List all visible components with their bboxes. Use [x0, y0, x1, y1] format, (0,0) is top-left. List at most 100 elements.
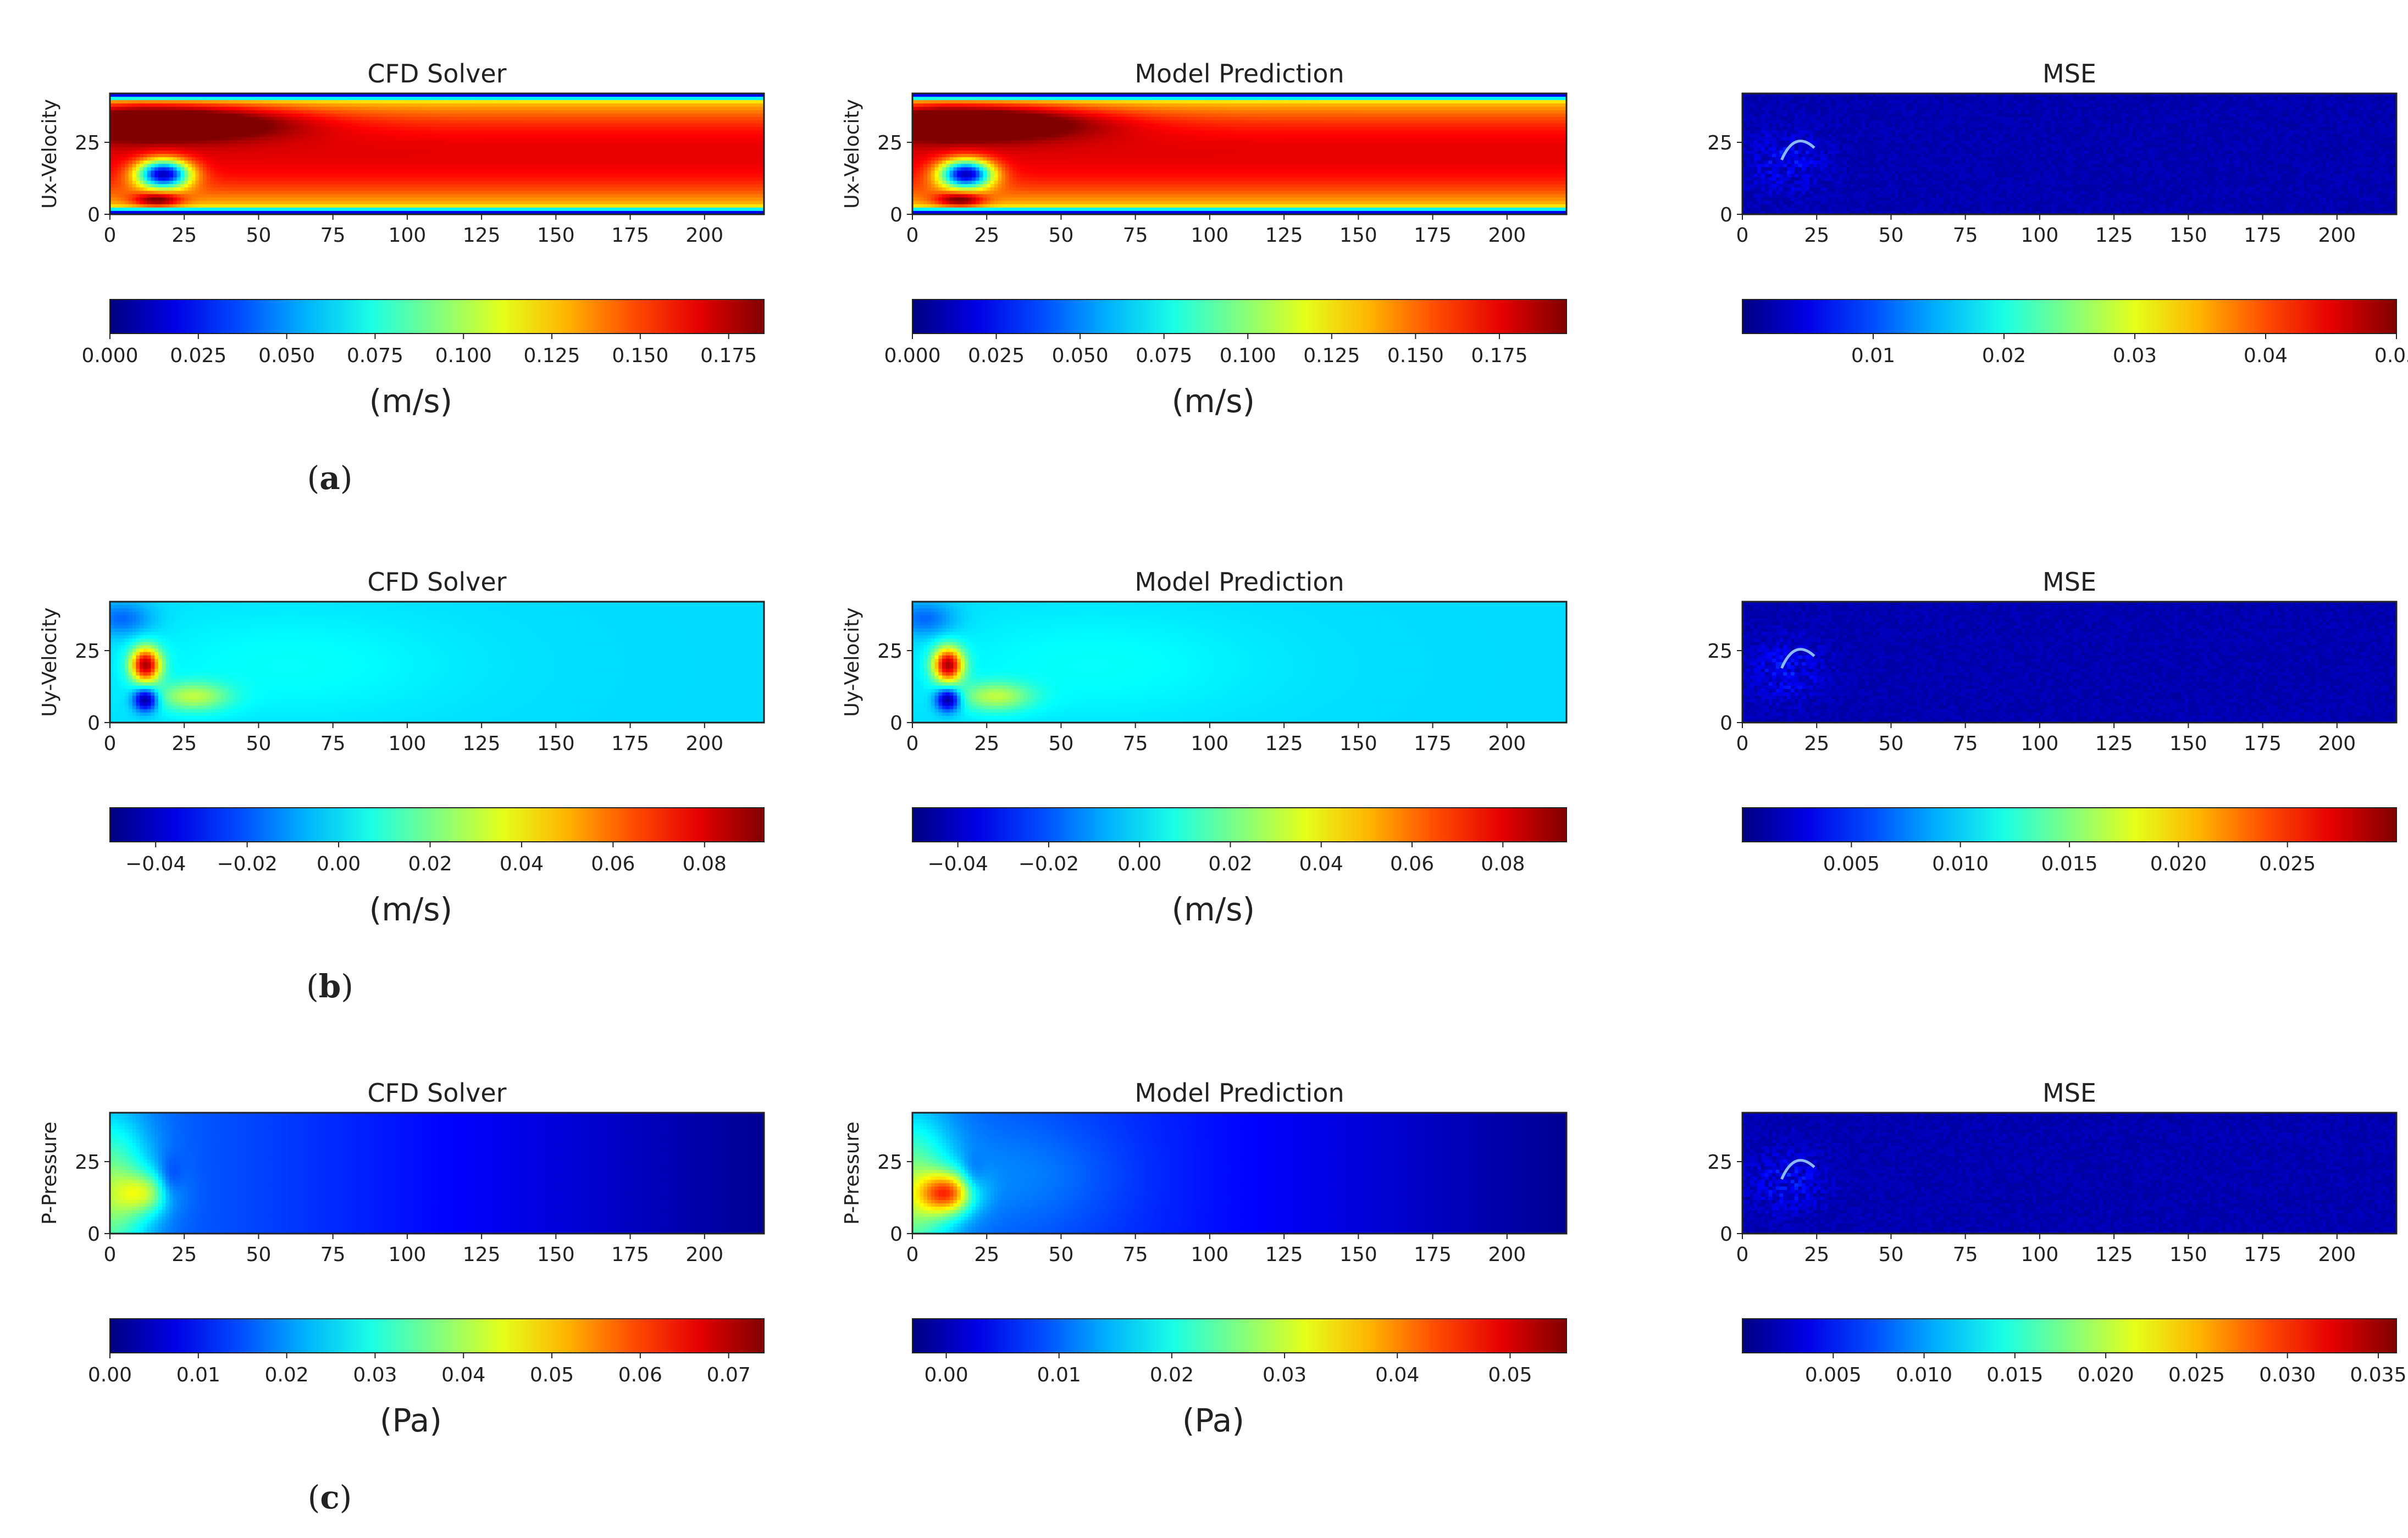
colorbar-tick-label: −0.04 — [927, 853, 988, 875]
colorbar-tick-label: 0.035 — [2350, 1364, 2406, 1386]
colorbar-tick-label: 0.000 — [884, 345, 940, 367]
panel-title: CFD Solver — [367, 59, 506, 88]
x-tick-label: 75 — [1123, 224, 1148, 247]
x-tick-label: 150 — [1339, 732, 1377, 755]
panel-uy-cfd: CFD Solver 0 25 50 75 100 125 150 175 200 0 25 Uy-Ve… — [38, 567, 765, 928]
x-tick-label: 150 — [537, 224, 575, 247]
row-c: CFD Solver 0 25 50 75 100 125 150 175 200 0 25 P-Pre… — [38, 1078, 2406, 1516]
x-tick-label: 150 — [1339, 224, 1377, 247]
y-axis-label: P-Pressure — [38, 1121, 61, 1225]
x-tick-label: 25 — [171, 1243, 197, 1266]
x-tick-label: 175 — [1414, 732, 1452, 755]
heatmap — [1742, 1113, 2397, 1234]
x-tick-label: 125 — [2095, 732, 2133, 755]
colorbar-tick-label: 0.02 — [408, 853, 452, 875]
colorbar-tick-label: 0.00 — [1117, 853, 1161, 875]
colorbar-tick-label: 0.100 — [435, 345, 492, 367]
panel-p-cfd: CFD Solver 0 25 50 75 100 125 150 175 200 0 25 P-Pre… — [38, 1078, 765, 1439]
x-tick-label: 75 — [1123, 1243, 1148, 1266]
colorbar-tick-label: 0.005 — [1823, 853, 1880, 875]
colorbar-tick-label: 0.00 — [88, 1364, 132, 1386]
panel-title: MSE — [2042, 567, 2096, 597]
colorbar-tick-label: 0.025 — [2168, 1364, 2225, 1386]
y-tick-label: 0 — [87, 712, 100, 735]
plot-frame — [911, 92, 1568, 215]
x-tick-label: 150 — [537, 1243, 575, 1266]
colorbar-tick-label: 0.07 — [707, 1364, 751, 1386]
heatmap — [110, 1113, 765, 1234]
y-axis-label: Uy-Velocity — [841, 607, 863, 717]
x-tick-label: 200 — [2318, 1243, 2356, 1266]
x-tick-label: 175 — [611, 224, 649, 247]
x-tick-label: 0 — [104, 224, 117, 247]
x-tick-label: 200 — [1488, 224, 1526, 247]
colorbar-unit: (m/s) — [369, 382, 453, 420]
colorbar-tick-label: 0.04 — [500, 853, 544, 875]
x-tick-label: 100 — [389, 732, 427, 755]
colorbar-tick-label: 0.025 — [968, 345, 1025, 367]
y-axis-label: Ux-Velocity — [841, 99, 863, 209]
x-tick-label: 50 — [1879, 224, 1904, 247]
colorbar-tick-label: 0.175 — [1471, 345, 1527, 367]
x-tick-label: 200 — [685, 224, 723, 247]
colorbar-tick-label: 0.05 — [2374, 345, 2408, 367]
x-tick-label: 175 — [611, 732, 649, 755]
x-tick-label: 100 — [1191, 1243, 1229, 1266]
colorbar-tick-label: 0.03 — [353, 1364, 397, 1386]
ux-2-colorbar — [1742, 299, 2397, 334]
x-tick-label: 50 — [1049, 1243, 1074, 1266]
panel-title: MSE — [2042, 59, 2096, 88]
colorbar-tick-label: 0.075 — [1136, 345, 1192, 367]
colorbar-tick-label: 0.04 — [441, 1364, 485, 1386]
x-tick-label: 0 — [1736, 224, 1749, 247]
y-tick-label: 25 — [877, 1151, 903, 1174]
x-tick-label: 50 — [246, 732, 272, 755]
colorbar-tick-label: 0.020 — [2150, 853, 2207, 875]
x-tick-label: 0 — [906, 732, 919, 755]
heatmap — [1742, 602, 2397, 723]
panel-title: MSE — [2042, 1078, 2096, 1108]
x-tick-label: 150 — [2169, 732, 2207, 755]
colorbar-tick-label: 0.020 — [2078, 1364, 2134, 1386]
colorbar-tick-label: −0.04 — [125, 853, 186, 875]
y-axis-label: P-Pressure — [841, 1121, 863, 1225]
x-tick-label: 150 — [2169, 1243, 2207, 1266]
plot-frame — [1741, 601, 2398, 724]
colorbar-unit: (m/s) — [369, 891, 453, 928]
colorbar-tick-label: 0.125 — [1303, 345, 1360, 367]
colorbar-tick-label: 0.04 — [2244, 345, 2288, 367]
p-0-colorbar — [109, 1318, 765, 1353]
heatmap — [912, 1113, 1567, 1234]
x-tick-label: 25 — [1804, 224, 1829, 247]
panel-ux-model: Model Prediction 0 25 50 75 100 125 150 175 200 0 2… — [841, 59, 1568, 420]
x-tick-label: 75 — [1953, 1243, 1978, 1266]
colorbar-tick-label: 0.000 — [81, 345, 138, 367]
y-tick-label: 0 — [890, 1223, 903, 1246]
colorbar-tick-label: 0.00 — [924, 1364, 968, 1386]
colorbar-tick-label: 0.06 — [1390, 853, 1434, 875]
x-tick-label: 0 — [104, 732, 117, 755]
panel-title: CFD Solver — [367, 567, 506, 597]
colorbar-tick-label: 0.02 — [1208, 853, 1252, 875]
x-tick-label: 175 — [611, 1243, 649, 1266]
colorbar-tick-label: 0.075 — [347, 345, 403, 367]
x-tick-label: 25 — [171, 732, 197, 755]
y-tick-label: 25 — [877, 132, 903, 154]
x-tick-label: 175 — [1414, 224, 1452, 247]
colorbar-tick-label: 0.08 — [683, 853, 727, 875]
panel-p-mse: MSE 0 25 50 75 100 125 150 175 200 0 25 0.005 0.010 0.… — [1707, 1078, 2406, 1386]
y-tick-label: 0 — [1720, 1223, 1732, 1246]
colorbar-tick-label: 0.02 — [1150, 1364, 1194, 1386]
colorbar-tick-label: 0.175 — [700, 345, 757, 367]
panel-ux-mse: MSE 0 25 50 75 100 125 150 175 200 0 25 0.01 0.02 0.03… — [1707, 59, 2408, 367]
colorbar-tick-label: 0.015 — [1986, 1364, 2043, 1386]
uy-1-colorbar — [912, 807, 1567, 842]
colorbar-tick-label: 0.01 — [1037, 1364, 1081, 1386]
y-tick-label: 25 — [1707, 1151, 1732, 1174]
x-tick-label: 125 — [2095, 1243, 2133, 1266]
x-tick-label: 75 — [1953, 224, 1978, 247]
mse-hotspot — [1780, 140, 1815, 160]
x-tick-label: 25 — [1804, 1243, 1829, 1266]
x-tick-label: 50 — [1049, 224, 1074, 247]
x-tick-label: 150 — [537, 732, 575, 755]
